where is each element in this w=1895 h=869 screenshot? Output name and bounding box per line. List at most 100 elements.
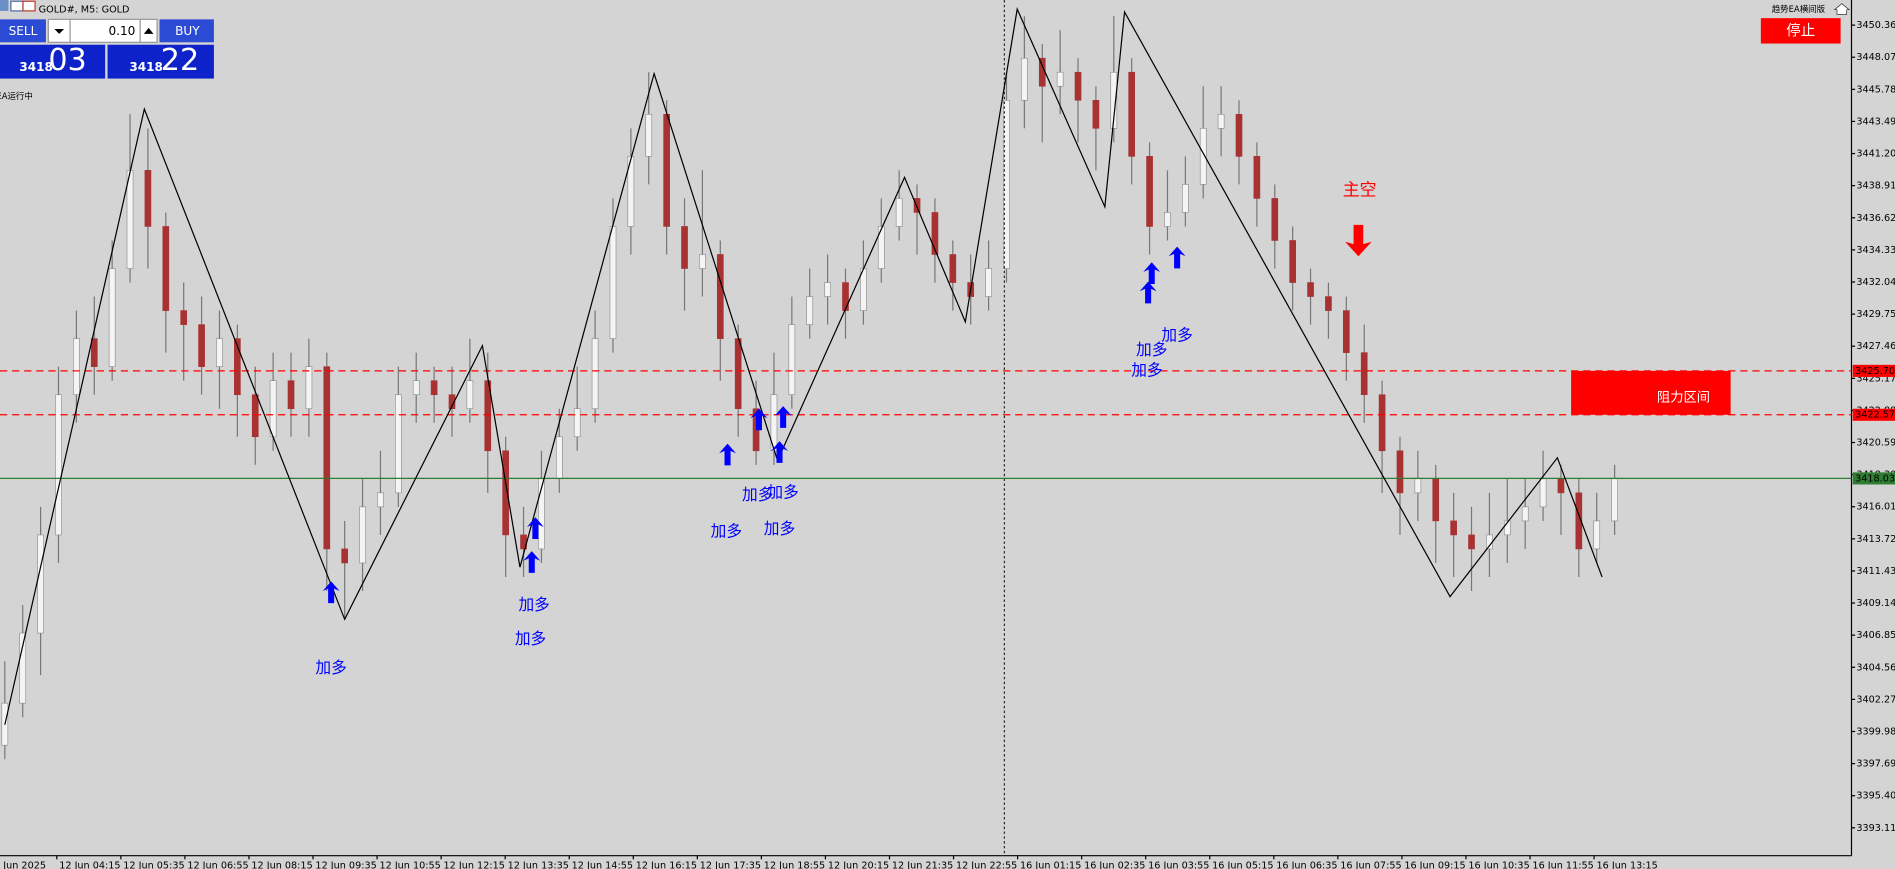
- candle-body: [1486, 534, 1493, 550]
- candle-body: [1396, 450, 1404, 494]
- x-tick-label: 12 Jun 06:55: [187, 860, 248, 869]
- candle-body: [216, 338, 223, 367]
- x-tick-label: 12 Jun 17:35: [700, 860, 761, 869]
- y-tick-label: 3436.62: [1856, 213, 1895, 224]
- candle-body: [1092, 99, 1100, 129]
- buy-arrow: [526, 517, 544, 540]
- stop-button[interactable]: [1760, 18, 1841, 44]
- candle-body: [591, 338, 599, 410]
- buy-price-main: 3418: [129, 60, 163, 74]
- y-tick-label: 3434.33: [1856, 245, 1895, 256]
- candle-body: [1521, 506, 1529, 522]
- candle-body: [949, 254, 957, 283]
- x-tick-label: 16 Jun 10:35: [1468, 860, 1529, 869]
- candle-body: [895, 198, 903, 227]
- y-tick-label: 3402.27: [1856, 694, 1895, 705]
- y-tick-label: 3411.43: [1856, 566, 1895, 577]
- candle-body: [1146, 156, 1153, 227]
- plot: 阻力区间: [1, 16, 1731, 760]
- candle-body: [126, 170, 134, 269]
- candle-body: [198, 324, 205, 367]
- candle-body: [251, 394, 259, 438]
- candle-body: [1110, 71, 1118, 129]
- short-arrow: [1345, 224, 1372, 257]
- sell-price-box[interactable]: [0, 44, 106, 79]
- candle-body: [1003, 99, 1010, 269]
- candle-body: [663, 113, 670, 227]
- x-tick-label: 16 Jun 09:15: [1404, 860, 1465, 869]
- candle-body: [1235, 113, 1243, 157]
- sell-label[interactable]: SELL: [9, 24, 38, 38]
- lot-value[interactable]: 0.10: [108, 24, 135, 38]
- candle-body: [234, 338, 241, 396]
- lot-down-icon: [54, 29, 65, 34]
- candle-body: [1360, 352, 1368, 396]
- candle-body: [305, 366, 313, 410]
- candle-body: [377, 492, 384, 508]
- signal-label: 加多: [1131, 361, 1162, 380]
- candle-body: [1199, 128, 1207, 185]
- candle-body: [269, 380, 277, 438]
- x-tick-label: 12 Jun 05:35: [123, 860, 184, 869]
- x-tick-label: 16 Jun 06:35: [1276, 860, 1337, 869]
- buy-price-pips: 22: [161, 43, 199, 78]
- candle-body: [395, 394, 402, 494]
- x-tick-label: 12 Jun 21:35: [892, 860, 953, 869]
- x-tick-label: 16 Jun 01:15: [1020, 860, 1081, 869]
- signal-label: 加多: [764, 519, 795, 538]
- icon: [0, 0, 9, 11]
- buy-arrow: [1139, 281, 1157, 304]
- candle-body: [1271, 198, 1279, 241]
- y-tick-label: 3450.36: [1856, 20, 1895, 31]
- signal-label: 加多: [1161, 326, 1192, 345]
- candle-body: [1307, 282, 1314, 297]
- y-tick-label: 3432.04: [1856, 277, 1895, 288]
- candle-body: [1342, 310, 1350, 353]
- candle-body: [1468, 534, 1475, 550]
- candle-body: [502, 450, 509, 536]
- buy-arrow: [750, 408, 768, 431]
- x-tick-label: 16 Jun 05:15: [1212, 860, 1273, 869]
- candle-body: [1414, 478, 1422, 494]
- candle-body: [645, 113, 653, 157]
- buy-price-box[interactable]: [107, 44, 214, 79]
- signal-label: 加多: [742, 485, 773, 504]
- candle-body: [985, 268, 992, 297]
- signal-label: 加多: [518, 595, 549, 614]
- stop-label[interactable]: 停止: [1786, 22, 1815, 39]
- buy-arrow: [1168, 246, 1186, 269]
- x-tick-label: 12 Jun 04:15: [59, 860, 120, 869]
- ea-icon: [1833, 3, 1851, 15]
- candle-body: [359, 506, 366, 564]
- sell-price-main: 3418: [19, 60, 53, 74]
- candle-body: [1539, 478, 1547, 508]
- candle-body: [323, 366, 331, 550]
- y-tick-label: 3443.49: [1856, 116, 1895, 127]
- buy-arrow: [771, 441, 788, 463]
- buy-button[interactable]: [159, 19, 214, 43]
- price-level-tag: [1852, 472, 1895, 485]
- candle-body: [1450, 520, 1457, 536]
- y-tick-label: 3397.69: [1856, 759, 1895, 770]
- sell-button[interactable]: [0, 19, 46, 43]
- candle-body: [430, 380, 438, 396]
- signal-label: 加多: [515, 629, 546, 648]
- candle-body: [1164, 212, 1171, 227]
- candle-body: [162, 226, 170, 311]
- candle-body: [1253, 156, 1261, 199]
- candle-body: [555, 436, 563, 480]
- buy-label[interactable]: BUY: [175, 24, 200, 38]
- candle-body: [913, 198, 921, 213]
- candle-body: [144, 170, 152, 227]
- candle-body: [1575, 492, 1583, 550]
- candle-body: [609, 226, 617, 339]
- x-tick-label: 12 Jun 10:55: [379, 860, 440, 869]
- price-level-tag: [1852, 408, 1895, 421]
- candle-body: [1182, 184, 1189, 213]
- candle-body: [90, 338, 98, 367]
- y-tick-label: 3393.11: [1856, 823, 1895, 834]
- icon: [10, 0, 24, 12]
- y-tick-label: 3413.72: [1856, 534, 1895, 545]
- candle-body: [1038, 57, 1046, 87]
